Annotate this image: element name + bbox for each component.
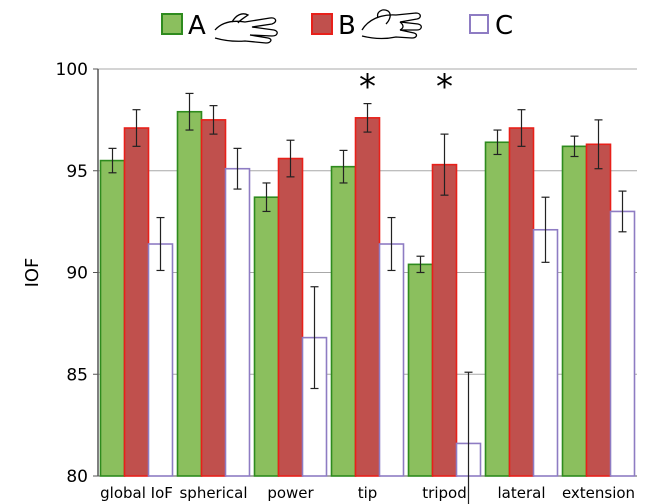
bar-c-extension bbox=[609, 210, 636, 477]
legend-swatch-a bbox=[161, 13, 183, 35]
bar-a-spherical bbox=[176, 110, 203, 477]
legend-label-c: C bbox=[495, 11, 513, 41]
x-category-label: lateral bbox=[498, 484, 546, 502]
legend-label-b: B bbox=[338, 11, 356, 41]
bar-b-extension bbox=[585, 143, 612, 477]
bar-c-lateral bbox=[532, 228, 559, 477]
annotations: * * bbox=[359, 67, 453, 107]
bars bbox=[99, 110, 636, 477]
open-hand-icon bbox=[214, 13, 278, 44]
x-category-label: global IoF bbox=[100, 484, 173, 502]
legend-swatch-b bbox=[311, 13, 333, 35]
y-tick-label: 80 bbox=[66, 467, 88, 487]
y-axis-ticks: 80 85 90 95 100 bbox=[56, 60, 98, 487]
legend-swatch-c bbox=[469, 14, 489, 34]
bar-b-tripod bbox=[431, 163, 458, 477]
bar-a-extension bbox=[561, 145, 588, 477]
bar-b-spherical bbox=[200, 119, 227, 477]
bar-b-tip bbox=[354, 117, 381, 477]
y-tick-label: 85 bbox=[66, 365, 88, 385]
y-axis-label: IOF bbox=[22, 258, 43, 288]
bar-c-spherical bbox=[224, 167, 251, 477]
y-tick-label: 100 bbox=[56, 60, 88, 80]
legend-label-a: A bbox=[188, 11, 206, 41]
significance-marker: * bbox=[359, 67, 376, 107]
x-category-label: tripod bbox=[422, 484, 466, 502]
x-axis-categories: global IoF spherical power tip tripod lateral… bbox=[100, 484, 635, 502]
x-category-label: spherical bbox=[179, 484, 247, 502]
y-tick-label: 90 bbox=[66, 264, 88, 284]
bar-a-tip bbox=[330, 165, 357, 477]
bar-a-power bbox=[253, 196, 280, 477]
bar-b-global-iof bbox=[123, 127, 150, 477]
grasping-hand-icon bbox=[361, 9, 422, 40]
bar-b-lateral bbox=[508, 127, 535, 477]
y-tick-label: 95 bbox=[66, 162, 88, 182]
bar-a-lateral bbox=[484, 141, 511, 477]
legend: A B C bbox=[161, 9, 513, 44]
bar-b-power bbox=[277, 157, 304, 477]
significance-marker: * bbox=[436, 67, 453, 107]
error-bars bbox=[108, 92, 627, 504]
bar-c-global-iof bbox=[147, 243, 174, 477]
x-category-label: extension bbox=[562, 484, 635, 502]
bar-c-tip bbox=[378, 243, 405, 477]
bar-a-tripod bbox=[407, 263, 434, 477]
x-category-label: power bbox=[267, 484, 314, 502]
bar-a-global-iof bbox=[99, 159, 126, 477]
x-category-label: tip bbox=[358, 484, 378, 502]
